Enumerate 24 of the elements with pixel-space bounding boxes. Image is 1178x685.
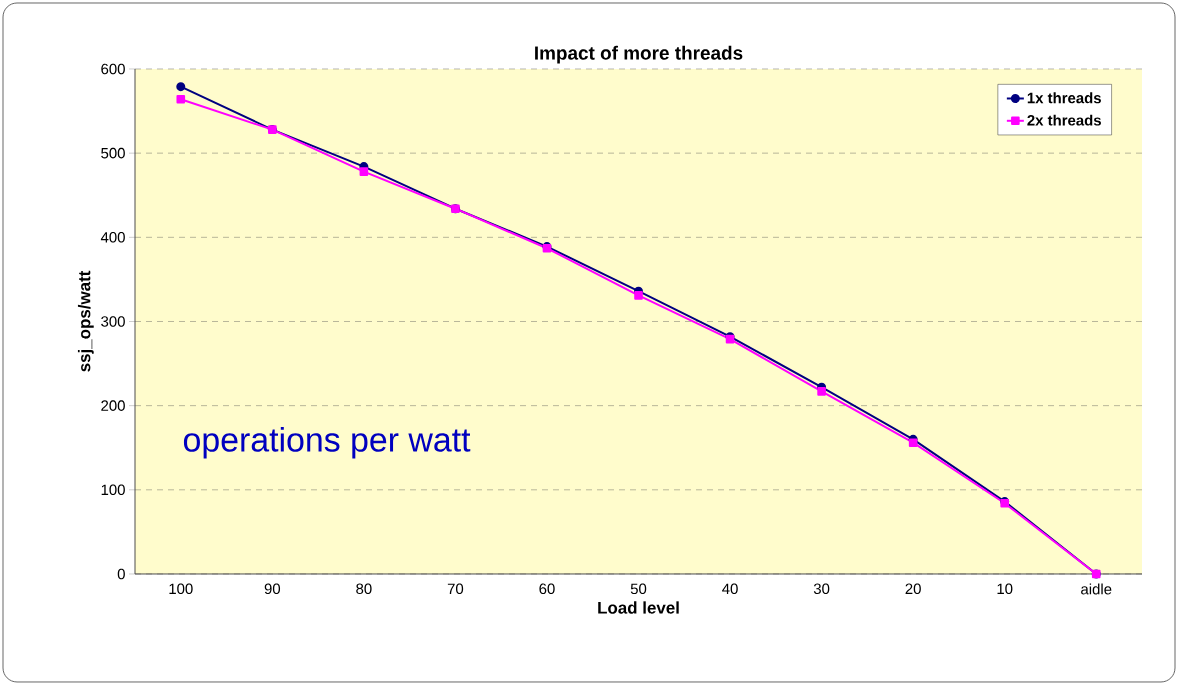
y-tick-label: 400 — [100, 232, 125, 243]
legend-label: 2x threads — [1027, 114, 1101, 126]
y-axis-title: ssj_ops/watt — [77, 270, 94, 372]
x-tick-label: 10 — [997, 583, 1013, 595]
y-tick-label: 500 — [101, 147, 125, 159]
x-tick-label: 40 — [722, 583, 738, 595]
y-tick-label: 200 — [101, 400, 125, 411]
y-tick-label: 300 — [101, 316, 125, 327]
chart-title: Impact of more threads — [535, 45, 743, 64]
x-tick-label: 90 — [264, 583, 281, 595]
x-tick-label: 60 — [539, 583, 555, 595]
x-tick-label: 100 — [169, 583, 193, 595]
y-tick-label: 0 — [117, 568, 125, 580]
y-tick-label: 100 — [101, 484, 125, 496]
x-tick-label: aidle — [1081, 583, 1112, 595]
x-tick-label: 20 — [905, 583, 921, 595]
y-tick-label: 600 — [101, 63, 125, 75]
x-tick-label: 80 — [356, 583, 372, 595]
annotation: operations per watt — [183, 426, 471, 459]
x-tick-label: 70 — [447, 583, 464, 595]
x-tick-label: 50 — [630, 583, 647, 595]
x-axis-title: Load level — [598, 601, 679, 614]
legend-label: 1x threads — [1027, 92, 1101, 104]
x-tick-label: 30 — [813, 583, 830, 595]
